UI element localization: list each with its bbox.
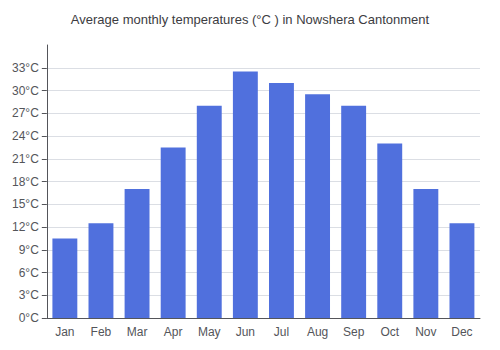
svg-text:12°C: 12°C	[12, 220, 39, 234]
svg-text:6°C: 6°C	[19, 266, 39, 280]
svg-text:Sep: Sep	[343, 325, 365, 339]
svg-text:Jul: Jul	[274, 325, 289, 339]
svg-text:Mar: Mar	[127, 325, 148, 339]
svg-text:18°C: 18°C	[12, 175, 39, 189]
svg-text:Average monthly temperatures (: Average monthly temperatures (°C ) in No…	[71, 12, 430, 27]
svg-text:Jan: Jan	[55, 325, 74, 339]
svg-text:27°C: 27°C	[12, 106, 39, 120]
svg-text:Oct: Oct	[380, 325, 399, 339]
svg-text:Feb: Feb	[91, 325, 112, 339]
svg-text:3°C: 3°C	[19, 288, 39, 302]
svg-text:Jun: Jun	[236, 325, 255, 339]
svg-text:Dec: Dec	[451, 325, 472, 339]
svg-text:21°C: 21°C	[12, 152, 39, 166]
svg-text:May: May	[198, 325, 221, 339]
svg-text:30°C: 30°C	[12, 84, 39, 98]
svg-text:9°C: 9°C	[19, 243, 39, 257]
svg-text:0°C: 0°C	[19, 311, 39, 325]
svg-text:Aug: Aug	[307, 325, 328, 339]
svg-text:15°C: 15°C	[12, 197, 39, 211]
svg-text:24°C: 24°C	[12, 129, 39, 143]
svg-text:Nov: Nov	[415, 325, 436, 339]
svg-text:Apr: Apr	[164, 325, 183, 339]
svg-text:33°C: 33°C	[12, 61, 39, 75]
